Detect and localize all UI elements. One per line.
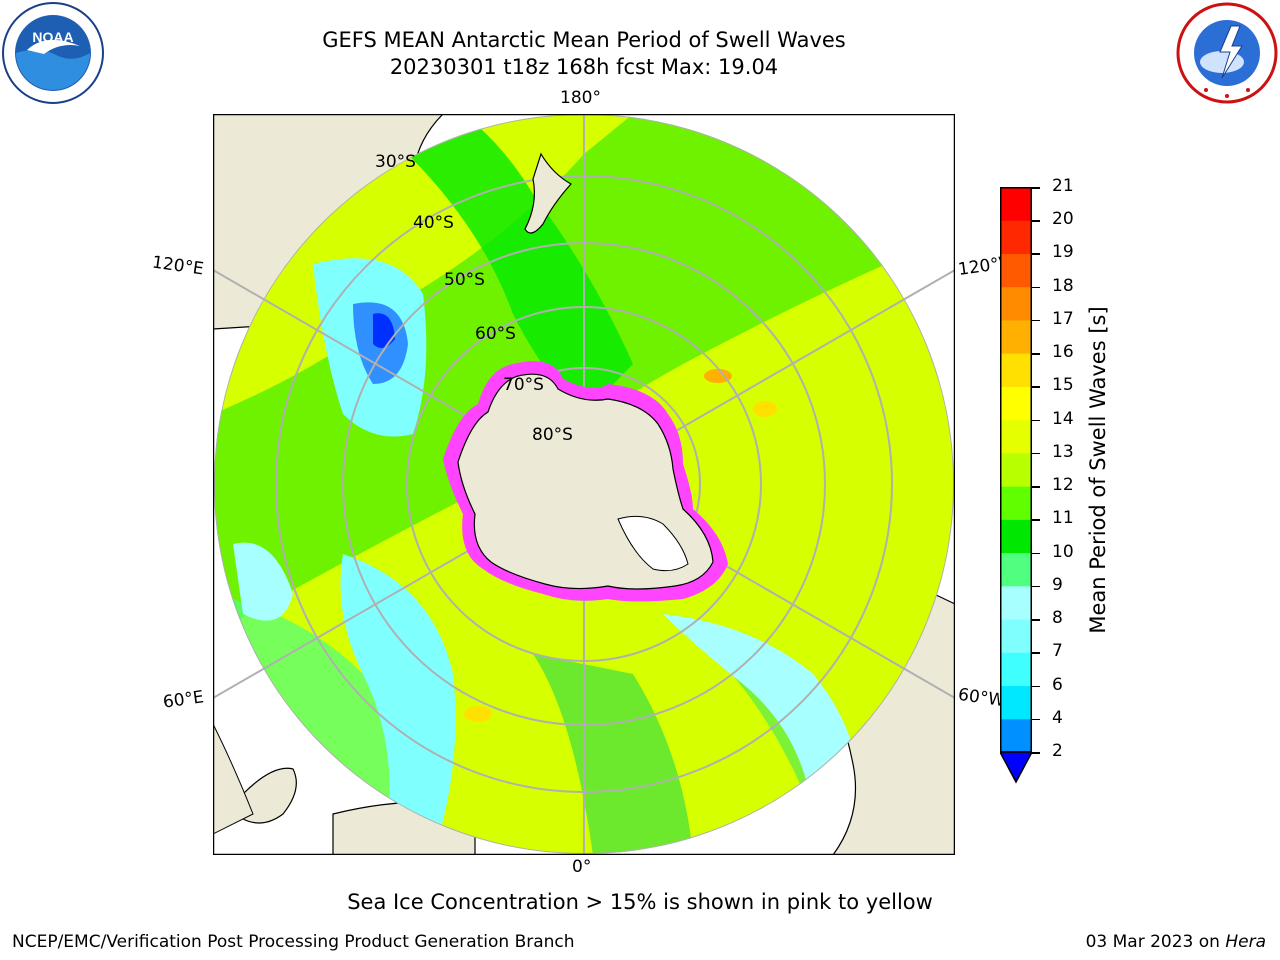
colorbar-tick-label: 6 xyxy=(1052,674,1063,695)
colorbar-segment xyxy=(1000,552,1032,587)
sea-ice-note: Sea Ice Concentration > 15% is shown in … xyxy=(347,890,933,914)
noaa-logo: NOAA xyxy=(2,2,104,104)
colorbar-segment xyxy=(1000,718,1032,753)
polar-map xyxy=(213,114,955,855)
colorbar-tick-mark xyxy=(1032,353,1040,355)
colorbar-tick-mark xyxy=(1032,685,1040,688)
colorbar-tick-label: 17 xyxy=(1052,308,1074,329)
colorbar-tick-label: 4 xyxy=(1052,707,1063,728)
colorbar-segment xyxy=(1000,353,1032,387)
colorbar-tick-label: 16 xyxy=(1052,342,1074,363)
colorbar-segment xyxy=(1000,652,1032,687)
colorbar-tick-label: 10 xyxy=(1052,541,1074,562)
colorbar-segment xyxy=(1000,253,1032,288)
colorbar-tick-mark xyxy=(1032,253,1040,255)
footer-machine: Hera xyxy=(1225,932,1266,952)
lon-label-60w: 60°W xyxy=(956,684,1007,712)
colorbar-tick-mark xyxy=(1032,585,1040,588)
footer-date: 03 Mar 2023 on Hera xyxy=(1086,932,1266,952)
colorbar-tick-mark xyxy=(1032,552,1040,555)
lon-label-180: 180° xyxy=(560,88,601,108)
colorbar-segment xyxy=(1000,585,1032,620)
colorbar-segment xyxy=(1000,685,1032,720)
colorbar-tick-mark xyxy=(1032,752,1040,754)
lat-label-80s: 80°S xyxy=(532,425,573,445)
colorbar xyxy=(1000,187,1032,784)
colorbar-tick-label: 2 xyxy=(1052,741,1063,761)
colorbar-tick-label: 12 xyxy=(1052,475,1074,496)
footer-credit: NCEP/EMC/Verification Post Processing Pr… xyxy=(12,932,575,952)
lat-label-30s: 30°S xyxy=(375,152,416,172)
colorbar-tick-mark xyxy=(1032,419,1040,422)
lat-label-70s: 70°S xyxy=(503,375,544,395)
svg-text:NOAA: NOAA xyxy=(32,29,73,45)
colorbar-extend-arrow xyxy=(1000,751,1032,784)
colorbar-tick-label: 8 xyxy=(1052,608,1063,629)
colorbar-tick-label: 9 xyxy=(1052,574,1063,595)
colorbar-tick-label: 19 xyxy=(1052,242,1074,263)
lat-label-40s: 40°S xyxy=(413,213,454,233)
colorbar-tick-mark xyxy=(1032,452,1040,455)
colorbar-tick-mark xyxy=(1032,486,1040,488)
lat-label-50s: 50°S xyxy=(444,270,485,290)
colorbar-tick-mark xyxy=(1032,319,1040,322)
colorbar-segment xyxy=(1000,419,1032,454)
colorbar-segment xyxy=(1000,319,1032,354)
madagascar-land xyxy=(242,767,297,824)
colorbar-tick-label: 18 xyxy=(1052,275,1074,296)
colorbar-segment xyxy=(1000,619,1032,653)
colorbar-tick-label: 13 xyxy=(1052,441,1074,462)
footer-date-text: 03 Mar 2023 on xyxy=(1085,932,1220,952)
colorbar-tick-mark xyxy=(1032,187,1040,189)
colorbar-tick-label: 7 xyxy=(1052,641,1063,662)
colorbar-tick-label: 14 xyxy=(1052,408,1074,429)
colorbar-segment xyxy=(1000,386,1032,421)
new-zealand-land xyxy=(524,152,572,234)
colorbar-tick-mark xyxy=(1032,220,1040,222)
colorbar-label: Mean Period of Swell Waves [s] xyxy=(1086,306,1110,634)
colorbar-border xyxy=(1000,187,1032,753)
colorbar-segment xyxy=(1000,486,1032,520)
colorbar-segment xyxy=(1000,286,1032,321)
colorbar-tick-label: 11 xyxy=(1052,508,1074,529)
colorbar-segment xyxy=(1000,452,1032,487)
colorbar-tick-mark xyxy=(1032,652,1040,654)
colorbar-tick-mark xyxy=(1032,619,1040,621)
colorbar-tick-mark xyxy=(1032,286,1040,289)
colorbar-tick-mark xyxy=(1032,386,1040,388)
colorbar-tick-label: 15 xyxy=(1052,375,1074,396)
colorbar-tick-label: 21 xyxy=(1052,176,1074,196)
colorbar-segment xyxy=(1000,519,1032,554)
nws-logo xyxy=(1176,2,1278,104)
lon-label-120e: 120°E xyxy=(150,252,205,280)
colorbar-tick-mark xyxy=(1032,519,1040,521)
colorbar-tick-label: 20 xyxy=(1052,209,1074,230)
map-title: GEFS MEAN Antarctic Mean Period of Swell… xyxy=(322,28,846,52)
lat-label-60s: 60°S xyxy=(475,324,516,344)
lon-label-0: 0° xyxy=(572,857,592,877)
colorbar-segment xyxy=(1000,187,1032,221)
colorbar-segment xyxy=(1000,220,1032,254)
map-subtitle: 20230301 t18z 168h fcst Max: 19.04 xyxy=(389,55,779,79)
colorbar-tick-mark xyxy=(1032,718,1040,721)
lon-label-60e: 60°E xyxy=(161,687,206,713)
